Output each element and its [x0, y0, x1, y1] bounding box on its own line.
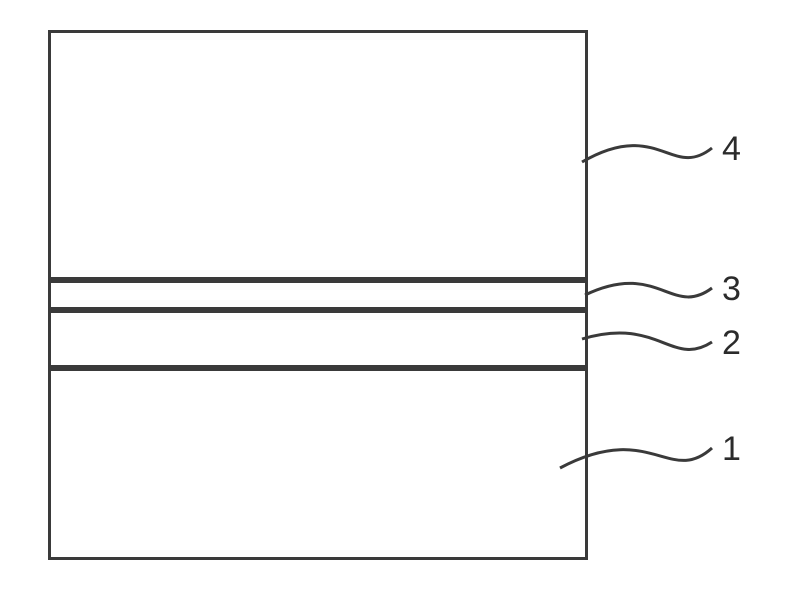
leader-4 [582, 146, 712, 162]
label-2: 2 [722, 324, 741, 363]
label-3: 3 [722, 270, 741, 309]
label-1: 1 [722, 430, 741, 469]
label-4: 4 [722, 130, 741, 169]
leader-lines [0, 0, 794, 610]
diagram-canvas: 4 3 2 1 [0, 0, 794, 610]
leader-3 [585, 283, 712, 297]
leader-1 [560, 448, 712, 468]
leader-2 [582, 333, 712, 350]
